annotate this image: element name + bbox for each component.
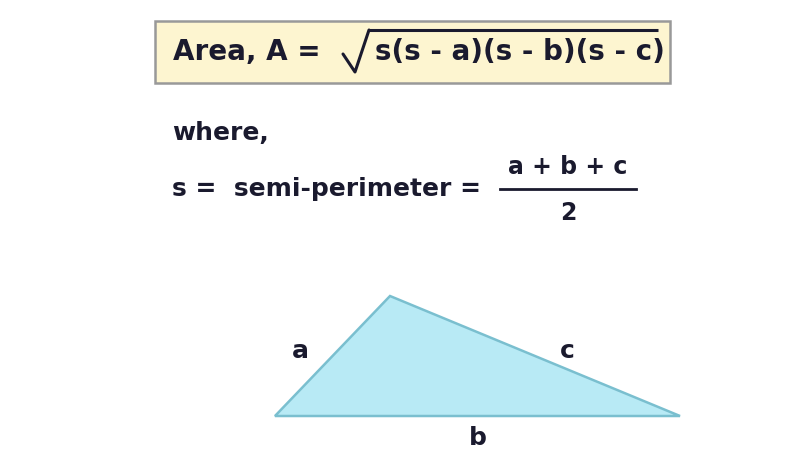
- Text: b: b: [469, 426, 486, 450]
- Text: s(s - a)(s - b)(s - c): s(s - a)(s - b)(s - c): [375, 38, 665, 66]
- Text: Area, A =: Area, A =: [173, 38, 330, 66]
- Text: 2: 2: [560, 201, 576, 225]
- Text: a: a: [292, 339, 309, 363]
- Text: s =  semi-perimeter =: s = semi-perimeter =: [172, 177, 490, 201]
- Text: c: c: [559, 339, 574, 363]
- FancyBboxPatch shape: [155, 21, 670, 83]
- Text: where,: where,: [172, 121, 269, 145]
- Text: a + b + c: a + b + c: [508, 155, 628, 179]
- Polygon shape: [275, 296, 680, 416]
